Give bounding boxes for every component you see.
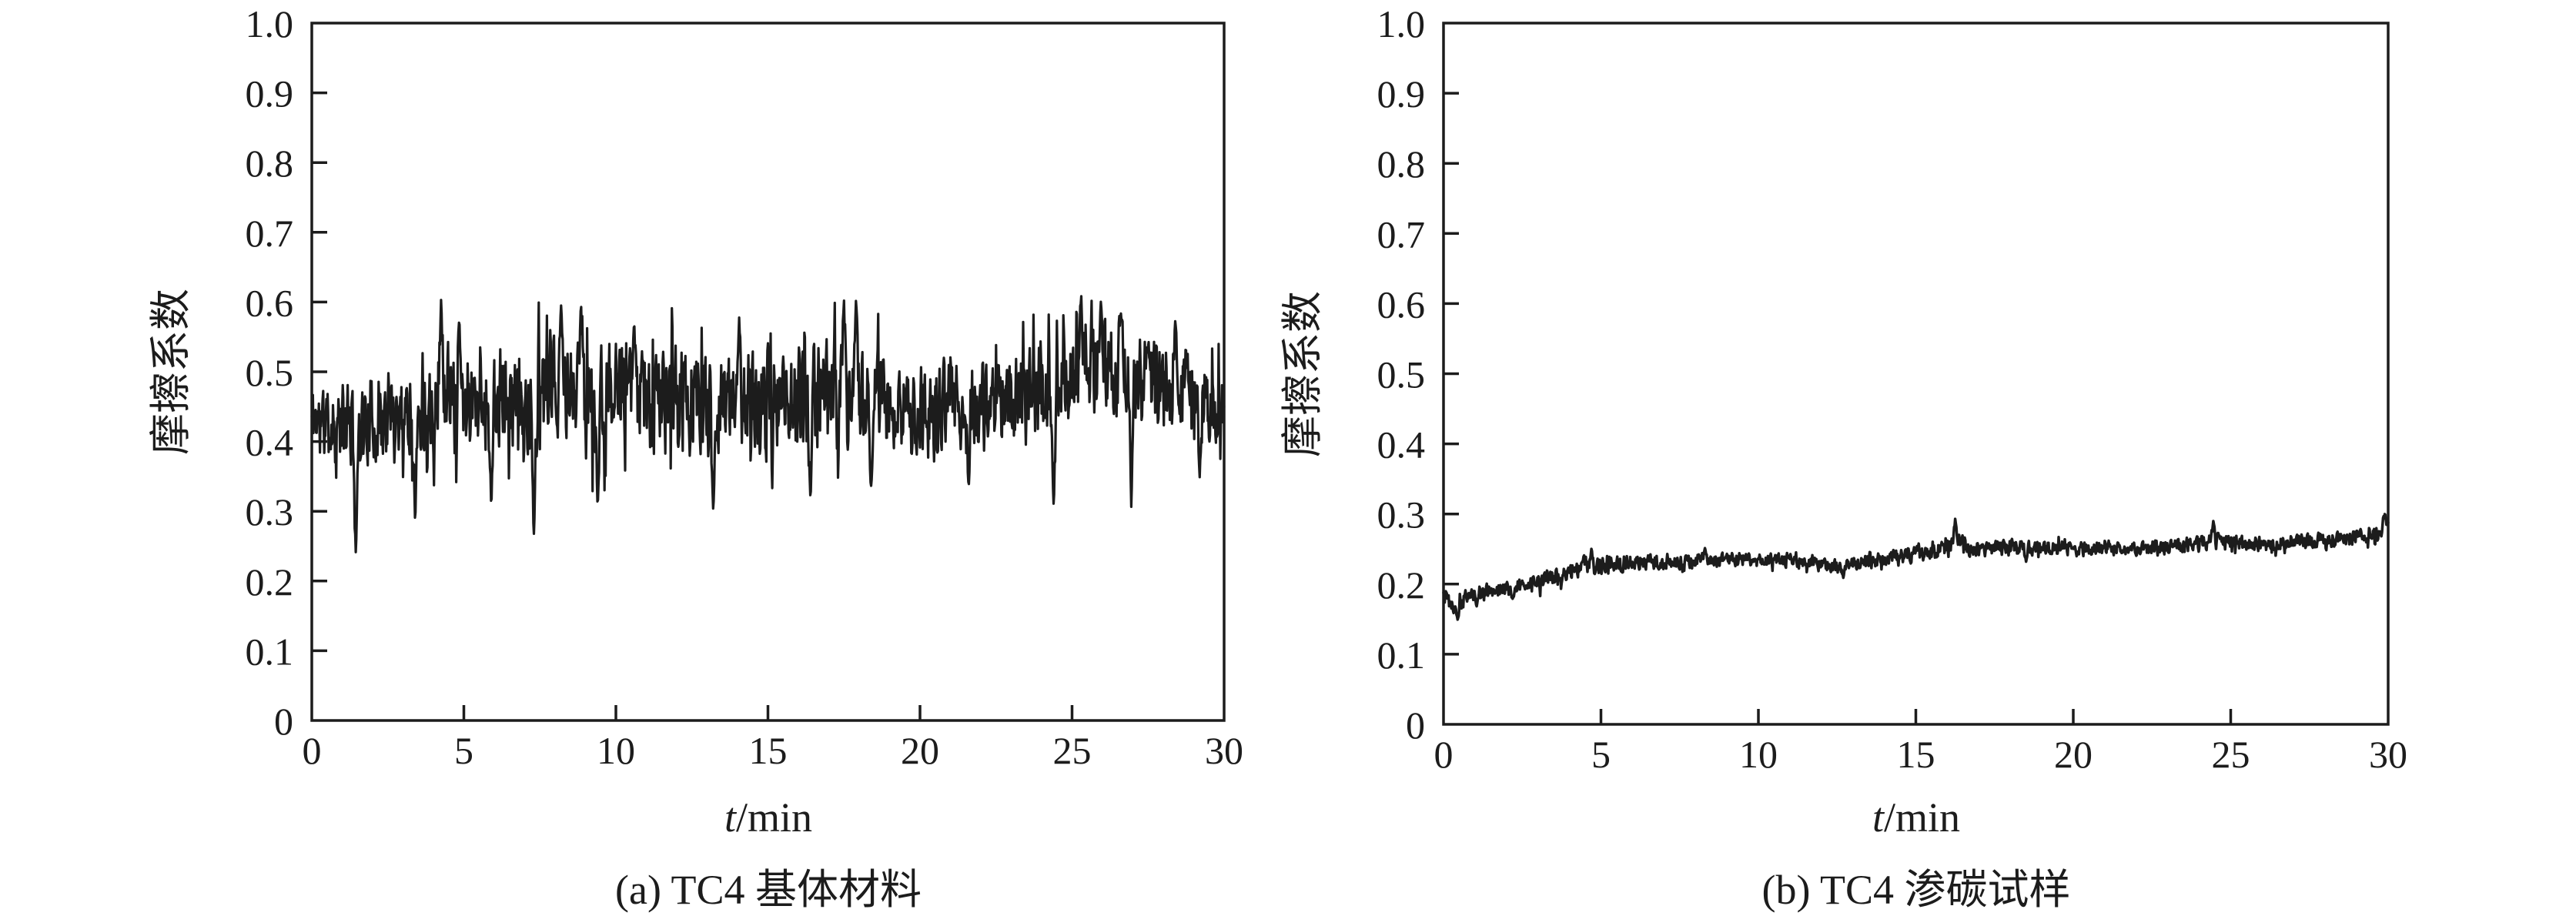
chart-b-caption: (b) TC4 渗碳试样	[1762, 867, 2071, 913]
chart-b-x-tick-label: 30	[2369, 733, 2407, 776]
chart-b-y-tick-label: 1.0	[1377, 2, 1426, 45]
chart-b-x-tick-label: 15	[1897, 733, 1935, 776]
chart-b-x-tick-label: 0	[1434, 733, 1454, 776]
chart-b-plot: 0 0.1 0.2 0.3 0.4 0.5 0.6 0.7 0.8 0.9 1.0 0 5 10 15 20 2…	[1377, 2, 2408, 776]
chart-a-y-axis-title: 摩擦系数	[148, 289, 194, 455]
chart-b-x-tick-label: 10	[1739, 733, 1778, 776]
chart-a-series-line	[310, 295, 1226, 553]
chart-b-y-tick-label: 0	[1406, 704, 1425, 747]
chart-a-y-tick-label: 0.9	[246, 72, 294, 115]
chart-a-x-tick-label: 15	[749, 729, 788, 772]
chart-b-y-tick-label: 0.1	[1377, 634, 1426, 677]
chart-b-y-tick-label: 0.3	[1377, 493, 1426, 537]
chart-b-y-tick-label: 0.7	[1377, 212, 1426, 256]
chart-a-y-tick-label: 0.2	[246, 560, 294, 603]
chart-a-plot: 0 0.1 0.2 0.3 0.4 0.5 0.6 0.7 0.8 0.9 1.0 0 5 10 15 20 2…	[246, 2, 1244, 772]
chart-a-y-tick-label: 0.4	[246, 421, 294, 464]
chart-b-series-line	[1442, 513, 2390, 621]
chart-b-x-axis-title: t/min	[1872, 794, 1960, 841]
chart-a-y-tick-label: 0.5	[246, 351, 294, 394]
chart-a-x-tick-label: 0	[303, 729, 322, 772]
chart-a-y-tick-label: 0.6	[246, 281, 294, 324]
chart-b-x-tick-label: 25	[2212, 733, 2250, 776]
chart-b-y-tick-label: 0.2	[1377, 563, 1426, 607]
chart-a-x-tick-label: 20	[901, 729, 939, 772]
chart-b-y-axis-title: 摩擦系数	[1280, 291, 1326, 457]
chart-b-y-tick-label: 0.6	[1377, 282, 1426, 326]
chart-b-x-tick-label: 5	[1591, 733, 1611, 776]
chart-b-y-tick-label: 0.5	[1377, 353, 1426, 396]
chart-a-x-tick-label: 10	[597, 729, 635, 772]
chart-a-y-tick-label: 0.8	[246, 142, 294, 185]
chart-a-x-tick-label: 25	[1053, 729, 1092, 772]
chart-a-y-tick-label: 0.3	[246, 490, 294, 533]
chart-b-plot-box	[1442, 22, 2390, 726]
chart-a-caption: (a) TC4 基体材料	[615, 867, 922, 913]
chart-b-y-tick-label: 0.4	[1377, 423, 1426, 466]
chart-a-x-axis-title: t/min	[724, 794, 812, 841]
chart-a-y-tick-label: 0.7	[246, 212, 294, 255]
chart-a-x-tick-label: 5	[454, 729, 473, 772]
chart-b-y-tick-label: 0.9	[1377, 72, 1426, 115]
chart-a-x-tick-label: 30	[1205, 729, 1243, 772]
chart-b-y-tick-label: 0.8	[1377, 142, 1426, 186]
chart-b-x-tick-label: 20	[2054, 733, 2093, 776]
chart-a-y-tick-label: 0	[274, 700, 293, 743]
chart-a-y-tick-label: 0.1	[246, 630, 294, 673]
chart-a-y-tick-label: 1.0	[246, 2, 294, 45]
